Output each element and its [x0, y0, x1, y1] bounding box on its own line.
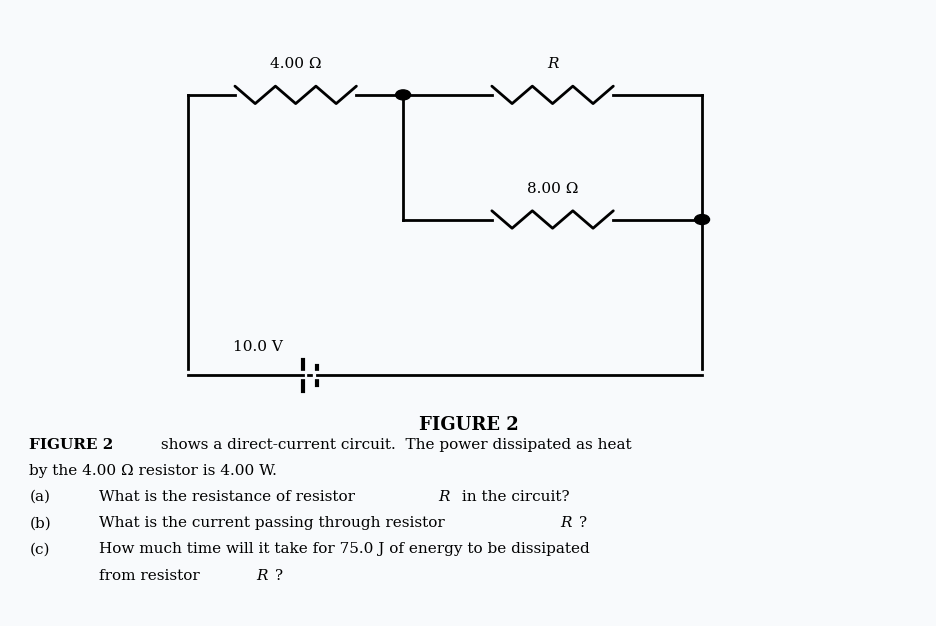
- Text: shows a direct-current circuit.  The power dissipated as heat: shows a direct-current circuit. The powe…: [155, 438, 631, 451]
- Text: FIGURE 2: FIGURE 2: [418, 416, 518, 434]
- Text: FIGURE 2: FIGURE 2: [29, 438, 113, 451]
- Text: R: R: [256, 568, 268, 583]
- Text: R: R: [560, 516, 571, 530]
- Circle shape: [694, 215, 709, 225]
- Text: How much time will it take for 75.0 J of energy to be dissipated: How much time will it take for 75.0 J of…: [99, 542, 590, 557]
- Text: What is the current passing through resistor: What is the current passing through resi…: [99, 516, 449, 530]
- Text: ?: ?: [578, 516, 586, 530]
- Text: What is the resistance of resistor: What is the resistance of resistor: [99, 490, 360, 504]
- Text: by the 4.00 Ω resistor is 4.00 W.: by the 4.00 Ω resistor is 4.00 W.: [29, 464, 277, 478]
- Text: from resistor: from resistor: [99, 568, 205, 583]
- Text: R: R: [438, 490, 449, 504]
- Text: 10.0 V: 10.0 V: [233, 339, 283, 354]
- Text: R: R: [547, 57, 558, 71]
- Text: (c): (c): [29, 542, 50, 557]
- Text: in the circuit?: in the circuit?: [457, 490, 569, 504]
- Text: (a): (a): [29, 490, 51, 504]
- Text: 8.00 Ω: 8.00 Ω: [526, 182, 578, 196]
- Text: (b): (b): [29, 516, 51, 530]
- Circle shape: [395, 90, 410, 100]
- Text: ?: ?: [275, 568, 283, 583]
- Text: 4.00 Ω: 4.00 Ω: [270, 57, 321, 71]
